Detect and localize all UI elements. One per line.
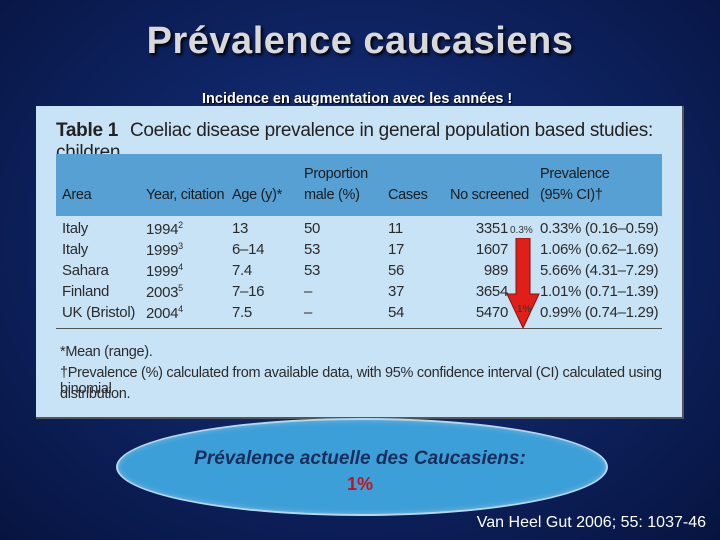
cell-cases: 37 bbox=[388, 283, 405, 300]
cell-area: Finland bbox=[62, 283, 110, 300]
header-cases: Cases bbox=[388, 187, 428, 203]
cell-year-value: 1999 bbox=[146, 242, 179, 259]
slide-subtitle: Incidence en augmentation avec les année… bbox=[202, 91, 513, 107]
header-prevalence: Prevalence bbox=[540, 166, 610, 182]
callout-value: 1% bbox=[346, 474, 373, 494]
cell-area: Sahara bbox=[62, 262, 109, 279]
cell-year: 19994 bbox=[146, 262, 183, 280]
table-panel: Table 1 Coeliac disease prevalence in gen… bbox=[36, 106, 684, 419]
cell-year-value: 2003 bbox=[146, 284, 179, 301]
cell-prev: 0.33% (0.16–0.59) bbox=[540, 220, 659, 237]
cell-male: – bbox=[304, 283, 313, 300]
cell-screened: 3351 bbox=[475, 220, 508, 237]
cell-area: Italy bbox=[62, 241, 89, 258]
header-year: Year, citation bbox=[146, 187, 225, 203]
citation: Van Heel Gut 2006; 55: 1037-46 bbox=[476, 514, 706, 531]
cell-cases: 11 bbox=[388, 220, 403, 237]
header-area: Area bbox=[62, 187, 92, 203]
cell-cases: 56 bbox=[388, 262, 405, 279]
cell-age: 7.5 bbox=[232, 304, 252, 321]
cell-age: 13 bbox=[232, 220, 249, 237]
cell-citation-ref: 2 bbox=[178, 220, 183, 230]
cell-prev: 5.66% (4.31–7.29) bbox=[540, 262, 659, 279]
cell-screened: 989 bbox=[483, 262, 508, 279]
cell-male: 50 bbox=[304, 220, 321, 237]
cell-year-value: 1994 bbox=[146, 221, 179, 238]
cell-year: 19993 bbox=[146, 241, 183, 259]
cell-area: UK (Bristol) bbox=[62, 304, 136, 321]
cell-age: 7.4 bbox=[232, 262, 252, 279]
header-male: male (%) bbox=[304, 187, 360, 203]
footnote-distribution: distribution. bbox=[60, 386, 131, 402]
cell-cases: 17 bbox=[388, 241, 405, 258]
table-label: Table 1 bbox=[56, 120, 118, 141]
cell-male: 53 bbox=[304, 241, 321, 258]
down-arrow-icon bbox=[506, 238, 540, 330]
cell-male: 53 bbox=[304, 262, 321, 279]
header-proportion: Proportion bbox=[304, 166, 368, 182]
arrow-top-label: 0.3% bbox=[510, 225, 533, 236]
footnote-prevalence: †Prevalence (%) calculated from availabl… bbox=[60, 365, 662, 397]
callout-ellipse bbox=[116, 418, 608, 516]
cell-prev: 1.06% (0.62–1.69) bbox=[540, 241, 659, 258]
cell-citation-ref: 4 bbox=[178, 262, 183, 272]
cell-year: 19942 bbox=[146, 220, 183, 238]
cell-prev: 1.01% (0.71–1.39) bbox=[540, 283, 659, 300]
table-rule bbox=[56, 328, 662, 329]
cell-year: 20044 bbox=[146, 304, 183, 322]
cell-citation-ref: 4 bbox=[178, 304, 183, 314]
arrow-bottom-label: 1% bbox=[517, 304, 532, 315]
cell-prev: 0.99% (0.74–1.29) bbox=[540, 304, 659, 321]
cell-year-value: 2004 bbox=[146, 305, 179, 322]
cell-cases: 54 bbox=[388, 304, 405, 321]
cell-screened: 1607 bbox=[475, 241, 508, 258]
cell-citation-ref: 5 bbox=[178, 283, 183, 293]
cell-screened: 3654 bbox=[475, 283, 508, 300]
footnote-mean: *Mean (range). bbox=[60, 344, 153, 360]
slide-title: Prévalence caucasiens bbox=[146, 20, 574, 62]
cell-year-value: 1999 bbox=[146, 263, 179, 280]
cell-age: 6–14 bbox=[232, 241, 265, 258]
header-ci: (95% CI)† bbox=[540, 187, 603, 203]
cell-area: Italy bbox=[62, 220, 89, 237]
header-age: Age (y)* bbox=[232, 187, 282, 203]
callout-title: Prévalence actuelle des Caucasiens: bbox=[194, 448, 526, 469]
cell-year: 20035 bbox=[146, 283, 183, 301]
cell-age: 7–16 bbox=[232, 283, 265, 300]
cell-screened: 5470 bbox=[475, 304, 508, 321]
cell-male: – bbox=[304, 304, 313, 321]
cell-citation-ref: 3 bbox=[178, 241, 183, 251]
header-screened: No screened bbox=[450, 187, 529, 203]
table-header-band bbox=[56, 154, 662, 216]
